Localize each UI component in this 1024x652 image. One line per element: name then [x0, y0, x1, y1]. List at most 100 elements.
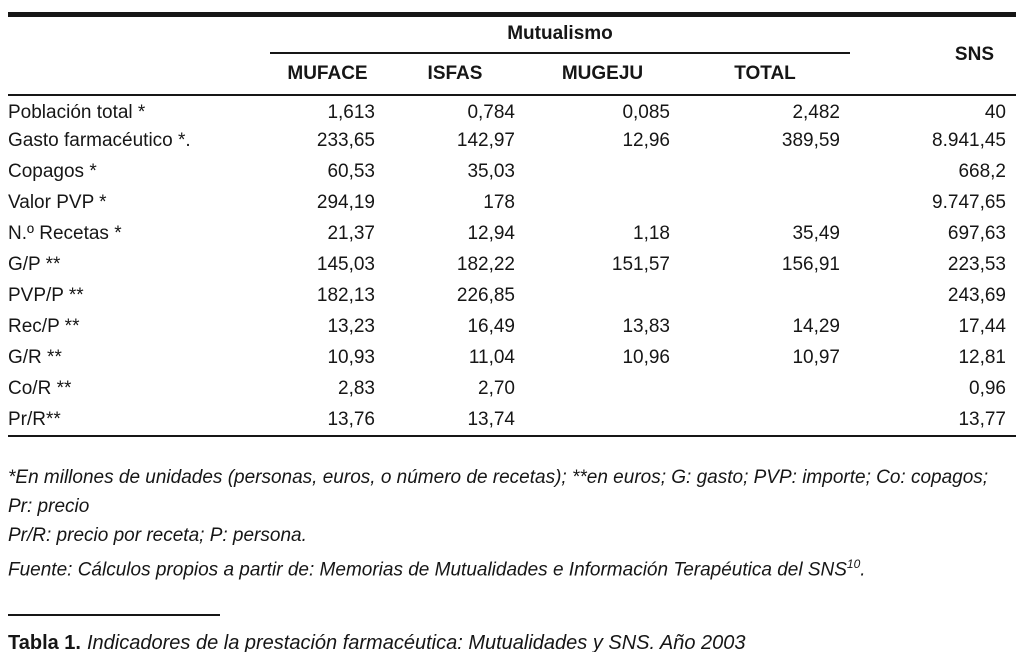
cell-total [680, 157, 850, 188]
table-row: Co/R ** 2,83 2,70 0,96 [8, 374, 1016, 405]
cell-total [680, 281, 850, 312]
row-label: Pr/R** [8, 404, 270, 437]
cell-isfas: 178 [483, 192, 515, 213]
cell-mugeju: 1,18 [633, 223, 670, 244]
column-header-muface: MUFACE [270, 52, 385, 96]
row-label: G/R ** [8, 347, 62, 368]
cell-sns: 223,53 [947, 254, 1006, 275]
table-row: Pr/R** 13,76 13,74 13,77 [8, 404, 1016, 437]
table-row: PVP/P ** 182,13 226,85 243,69 [8, 281, 1016, 312]
cell-sns: 40 [984, 102, 1006, 123]
row-label: Población total * [8, 102, 146, 123]
row-label: Co/R ** [8, 378, 72, 399]
cell-isfas: 142,97 [456, 130, 515, 151]
cell-sns: 243,69 [947, 285, 1006, 306]
cell-muface: 233,65 [316, 130, 375, 151]
table-row: G/P ** 145,03 182,22 151,57 156,91 223,53 [8, 250, 1016, 281]
column-header-total: TOTAL [680, 52, 850, 96]
cell-sns: 0,96 [969, 378, 1006, 399]
cell-muface: 2,83 [338, 378, 375, 399]
cell-isfas: 12,94 [467, 223, 515, 244]
table-row: G/R ** 10,93 11,04 10,96 10,97 12,81 [8, 343, 1016, 374]
cell-isfas: 2,70 [478, 378, 515, 399]
cell-muface: 21,37 [327, 223, 375, 244]
cell-mugeju [525, 157, 680, 188]
caption-text: Indicadores de la prestación farmacéutic… [87, 631, 746, 652]
cell-mugeju: 0,085 [622, 102, 670, 123]
cell-isfas: 0,784 [467, 102, 515, 123]
mutualismo-group-header: Mutualismo [270, 14, 850, 54]
cell-muface: 13,76 [270, 404, 385, 437]
row-label: G/P ** [8, 254, 61, 275]
cell-muface: 182,13 [316, 285, 375, 306]
footnote-line-2: Pr/R: precio por receta; P: persona. [8, 524, 307, 546]
cell-sns: 13,77 [850, 404, 1016, 437]
table-row: Copagos * 60,53 35,03 668,2 [8, 157, 1016, 188]
cell-total [680, 374, 850, 405]
footnote-line-1: *En millones de unidades (personas, euro… [8, 466, 989, 517]
cell-total [680, 404, 850, 437]
cell-isfas: 11,04 [468, 347, 515, 368]
table-row: Gasto farmacéutico *. 233,65 142,97 12,96 38… [8, 126, 1016, 157]
cell-isfas: 35,03 [467, 161, 515, 182]
corner-cell [8, 15, 270, 53]
cell-muface: 1,613 [327, 102, 375, 123]
cell-total: 156,91 [781, 254, 840, 275]
cell-isfas: 13,74 [385, 404, 525, 437]
cell-muface: 60,53 [327, 161, 375, 182]
caption-divider [8, 613, 220, 616]
cell-total: 2,482 [792, 102, 840, 123]
column-header-sns: SNS [850, 14, 1016, 96]
cell-isfas: 226,85 [456, 285, 515, 306]
cell-sns: 697,63 [947, 223, 1006, 244]
cell-mugeju [525, 188, 680, 219]
table-row: Valor PVP * 294,19 178 9.747,65 [8, 188, 1016, 219]
table-row: Rec/P ** 13,23 16,49 13,83 14,29 17,44 [8, 312, 1016, 343]
cell-sns: 9.747,65 [932, 192, 1006, 213]
cell-sns: 17,44 [958, 316, 1006, 337]
corner-cell-2 [8, 52, 270, 96]
footnote-source-period: . [860, 558, 866, 580]
row-label: Gasto farmacéutico *. [8, 130, 191, 151]
cell-mugeju: 13,83 [622, 316, 670, 337]
table-body: Población total * 1,613 0,784 0,085 2,482 40 G… [8, 95, 1016, 437]
row-label: Rec/P ** [8, 316, 80, 337]
cell-sns: 12,81 [958, 347, 1006, 368]
table-row: N.º Recetas * 21,37 12,94 1,18 35,49 697,63 [8, 219, 1016, 250]
cell-total: 14,29 [792, 316, 840, 337]
cell-total: 35,49 [792, 223, 840, 244]
cell-sns: 668,2 [958, 161, 1006, 182]
cell-muface: 145,03 [316, 254, 375, 275]
table-caption: Tabla 1. Indicadores de la prestación far… [8, 632, 1016, 652]
table-row: Población total * 1,613 0,784 0,085 2,482 40 [8, 95, 1016, 126]
cell-mugeju [525, 404, 680, 437]
cell-total: 10,97 [792, 347, 840, 368]
cell-mugeju [525, 281, 680, 312]
cell-muface: 10,93 [327, 347, 375, 368]
cell-sns: 8.941,45 [932, 130, 1006, 151]
cell-total: 389,59 [781, 130, 840, 151]
row-label: Copagos * [8, 161, 97, 182]
cell-mugeju [525, 374, 680, 405]
cell-isfas: 182,22 [456, 254, 515, 275]
cell-mugeju: 10,96 [622, 347, 670, 368]
row-label: PVP/P ** [8, 285, 84, 306]
cell-isfas: 16,49 [467, 316, 515, 337]
cell-total [680, 188, 850, 219]
column-header-mugeju: MUGEJU [525, 52, 680, 96]
column-header-row: MUFACE ISFAS MUGEJU TOTAL [8, 52, 1016, 96]
cell-muface: 13,23 [327, 316, 375, 337]
cell-muface: 294,19 [316, 192, 375, 213]
cell-mugeju: 151,57 [611, 254, 670, 275]
caption-label: Tabla 1. [8, 631, 81, 652]
footnote-source-superscript: 10 [846, 556, 861, 571]
column-header-isfas: ISFAS [385, 52, 525, 96]
group-header-row: Mutualismo SNS [8, 14, 1016, 96]
table-header: Mutualismo SNS MUFACE ISFAS MUGEJU TOTAL [8, 14, 1016, 96]
row-label: Valor PVP * [8, 192, 107, 213]
footnote-source: Fuente: Cálculos propios a partir de: Me… [8, 550, 1016, 584]
footnotes: *En millones de unidades (personas, euro… [8, 463, 1016, 584]
indicators-table: Mutualismo SNS MUFACE ISFAS MUGEJU TOTAL… [8, 12, 1016, 437]
row-label: N.º Recetas * [8, 223, 122, 244]
cell-mugeju: 12,96 [622, 130, 670, 151]
